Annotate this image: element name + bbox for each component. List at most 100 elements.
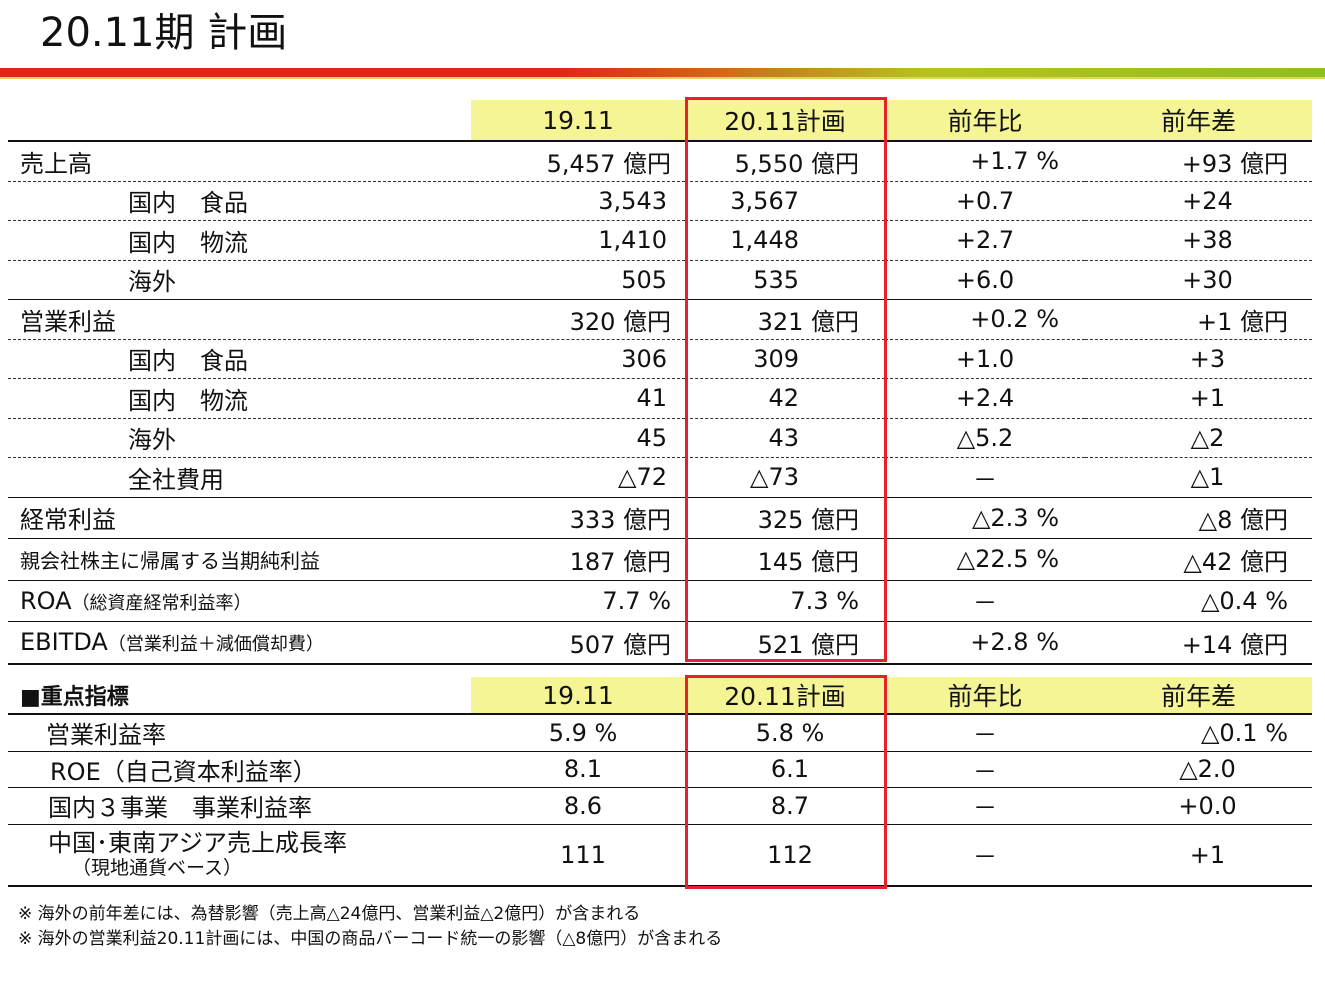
- cell-yoy-diff: +0.0: [1085, 787, 1312, 825]
- cell-yoy-diff: △2.0: [1085, 751, 1312, 788]
- footnotes: ※ 海外の前年差には、為替影響（売上高△24億円、営業利益△2億円）が含まれる …: [18, 902, 722, 952]
- row-label: 親会社株主に帰属する当期純利益: [8, 538, 471, 581]
- table-row: 親会社株主に帰属する当期純利益 187 億円 145 億円 △22.5 % △4…: [8, 538, 1312, 581]
- row-label: 中国･東南アジア売上成長率 （現地通貨ベース）: [8, 824, 471, 887]
- cell-yoy-diff: △0.1 %: [1085, 714, 1312, 752]
- title-accent-bar: [0, 68, 1325, 77]
- header-19-11: 19.11: [471, 100, 685, 142]
- row-label-main: ROA: [20, 586, 72, 615]
- cell-20-11-plan: 325 億円: [685, 497, 885, 539]
- table-row: 中国･東南アジア売上成長率 （現地通貨ベース） 111 112 － +1: [8, 824, 1312, 887]
- cell-20-11-plan: 3,567: [685, 181, 885, 221]
- row-label: 経常利益: [8, 497, 471, 539]
- cell-yoy-diff: +14 億円: [1085, 621, 1312, 665]
- cell-yoy-ratio: +2.7: [885, 220, 1085, 261]
- plan-column-highlight-box: [685, 97, 887, 662]
- cell-20-11-plan: 309: [685, 339, 885, 379]
- header-empty-cell: [8, 100, 471, 142]
- cell-yoy-diff: +30: [1085, 260, 1312, 300]
- row-label: 売上高: [8, 141, 471, 182]
- cell-yoy-ratio: △22.5 %: [885, 538, 1085, 581]
- header-20-11-plan: 20.11計画: [685, 100, 885, 142]
- table-row: 国内 食品 3,543 3,567 +0.7 +24: [8, 181, 1312, 221]
- cell-yoy-diff: +1: [1085, 378, 1312, 419]
- cell-19-11: 41: [471, 378, 685, 419]
- row-label: 国内 物流: [8, 378, 471, 419]
- page-title: 20.11期 計画: [40, 10, 288, 56]
- table-row: 国内３事業 事業利益率 8.6 8.7 － +0.0: [8, 787, 1312, 825]
- row-label: 営業利益率: [8, 714, 471, 752]
- header-yoy-diff: 前年差: [1085, 677, 1312, 715]
- cell-19-11: △72: [471, 457, 685, 498]
- table-row: 全社費用 △72 △73 － △1: [8, 457, 1312, 498]
- row-label: 国内３事業 事業利益率: [8, 787, 471, 825]
- cell-19-11: 306: [471, 339, 685, 379]
- cell-yoy-diff: +38: [1085, 220, 1312, 261]
- row-label: 全社費用: [8, 457, 471, 498]
- cell-20-11-plan: 5.8 %: [685, 714, 885, 752]
- cell-yoy-diff: +1: [1085, 824, 1312, 887]
- table-row: 国内 物流 1,410 1,448 +2.7 +38: [8, 220, 1312, 261]
- cell-yoy-ratio: +2.4: [885, 378, 1085, 419]
- row-label: ROA（総資産経常利益率）: [8, 580, 471, 622]
- cell-20-11-plan: 8.7: [685, 787, 885, 825]
- cell-yoy-ratio: －: [885, 787, 1085, 825]
- header-yoy-diff: 前年差: [1085, 100, 1312, 142]
- cell-19-11: 5.9 %: [471, 714, 685, 752]
- table-row: EBITDA（営業利益＋減価償却費） 507 億円 521 億円 +2.8 % …: [8, 621, 1312, 665]
- cell-yoy-diff: △0.4 %: [1085, 580, 1312, 622]
- table-row: 売上高 5,457 億円 5,550 億円 +1.7 % +93 億円: [8, 141, 1312, 182]
- table-row: 経常利益 333 億円 325 億円 △2.3 % △8 億円: [8, 497, 1312, 539]
- table-row: 営業利益率 5.9 % 5.8 % － △0.1 %: [8, 714, 1312, 752]
- cell-yoy-ratio: －: [885, 457, 1085, 498]
- cell-19-11: 3,543: [471, 181, 685, 221]
- table-row: ROA（総資産経常利益率） 7.7 % 7.3 % － △0.4 %: [8, 580, 1312, 622]
- cell-yoy-ratio: +2.8 %: [885, 621, 1085, 665]
- row-label-sub: （現地通貨ベース）: [72, 856, 243, 879]
- cell-20-11-plan: 145 億円: [685, 538, 885, 581]
- cell-20-11-plan: 521 億円: [685, 621, 885, 665]
- cell-19-11: 187 億円: [471, 538, 685, 581]
- row-label: 国内 食品: [8, 339, 471, 379]
- cell-19-11: 8.1: [471, 751, 685, 788]
- cell-19-11: 333 億円: [471, 497, 685, 539]
- row-label-sub: （総資産経常利益率）: [71, 592, 252, 614]
- table-row: 海外 45 43 △5.2 △2: [8, 418, 1312, 458]
- cell-yoy-ratio: △5.2: [885, 418, 1085, 458]
- table-row: 海外 505 535 +6.0 +30: [8, 260, 1312, 300]
- cell-19-11: 8.6: [471, 787, 685, 825]
- cell-20-11-plan: △73: [685, 457, 885, 498]
- row-label-sub: （営業利益＋減価償却費）: [107, 634, 324, 656]
- key-indicators-table: ■重点指標 19.11 20.11計画 前年比 前年差 営業利益率 5.9 % …: [8, 677, 1312, 887]
- footnote: ※ 海外の前年差には、為替影響（売上高△24億円、営業利益△2億円）が含まれる: [18, 904, 641, 924]
- table-row: 営業利益 320 億円 321 億円 +0.2 % +1 億円: [8, 299, 1312, 340]
- cell-yoy-diff: +1 億円: [1085, 299, 1312, 340]
- cell-yoy-diff: +3: [1085, 339, 1312, 379]
- row-label: 国内 物流: [8, 220, 471, 261]
- cell-19-11: 5,457 億円: [471, 141, 685, 182]
- cell-yoy-diff: +93 億円: [1085, 141, 1312, 182]
- cell-20-11-plan: 7.3 %: [685, 580, 885, 622]
- cell-yoy-ratio: △2.3 %: [885, 497, 1085, 539]
- cell-20-11-plan: 43: [685, 418, 885, 458]
- cell-20-11-plan: 1,448: [685, 220, 885, 261]
- header-20-11-plan: 20.11計画: [685, 677, 885, 715]
- header-yoy-ratio: 前年比: [885, 677, 1085, 715]
- cell-yoy-diff: △2: [1085, 418, 1312, 458]
- cell-20-11-plan: 42: [685, 378, 885, 419]
- row-label: EBITDA（営業利益＋減価償却費）: [8, 621, 471, 665]
- plan-summary-table: 19.11 20.11計画 前年比 前年差 売上高 5,457 億円 5,550…: [8, 100, 1312, 665]
- cell-yoy-ratio: －: [885, 824, 1085, 887]
- cell-19-11: 320 億円: [471, 299, 685, 340]
- plan-column-highlight-box-indicators: [685, 675, 887, 889]
- header-yoy-ratio: 前年比: [885, 100, 1085, 142]
- footnote: ※ 海外の営業利益20.11計画には、中国の商品バーコード統一の影響（△8億円）…: [18, 929, 723, 949]
- cell-19-11: 7.7 %: [471, 580, 685, 622]
- cell-19-11: 507 億円: [471, 621, 685, 665]
- cell-yoy-diff: △42 億円: [1085, 538, 1312, 581]
- title-accent-underline: [0, 77, 1325, 79]
- row-label: 海外: [8, 260, 471, 300]
- cell-19-11: 1,410: [471, 220, 685, 261]
- cell-yoy-ratio: －: [885, 714, 1085, 752]
- cell-yoy-ratio: +1.0: [885, 339, 1085, 379]
